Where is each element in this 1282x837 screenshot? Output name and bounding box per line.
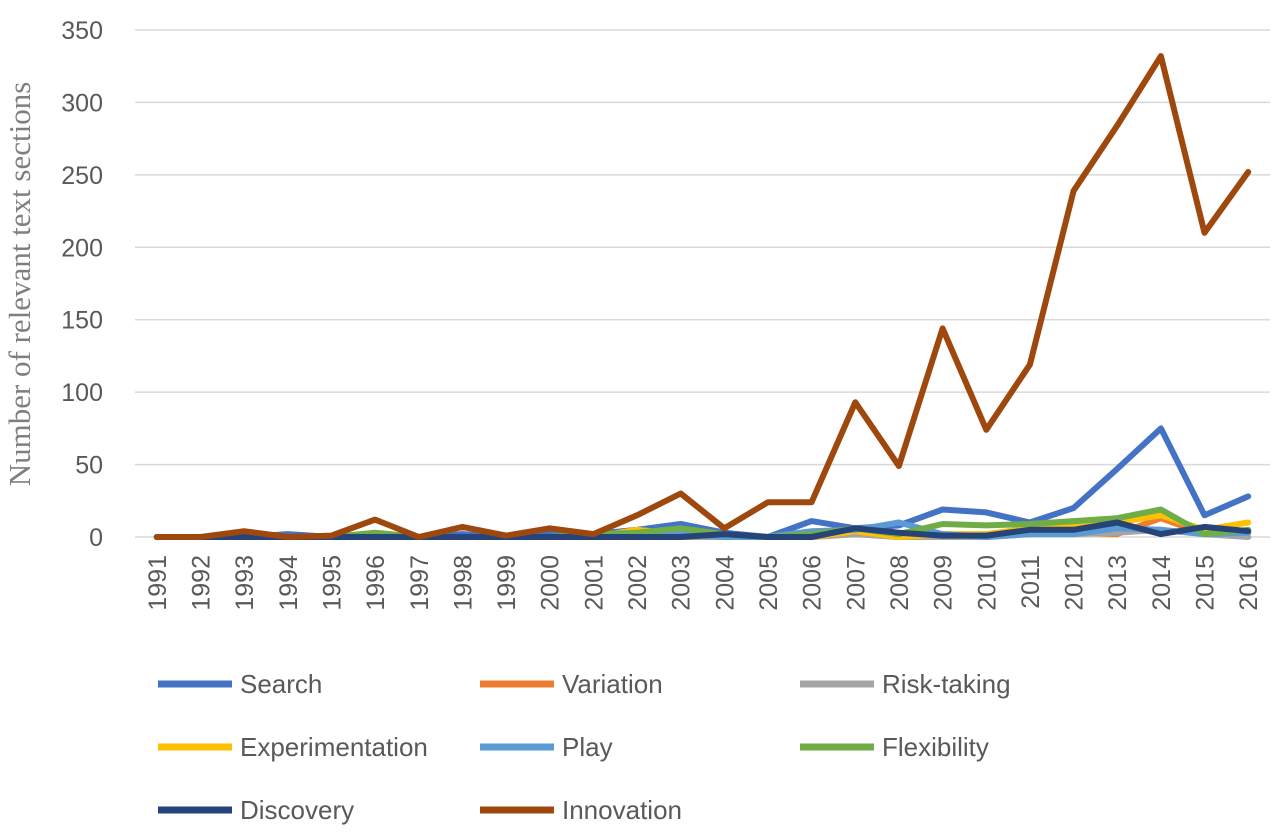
x-tick-label: 2003 — [668, 555, 696, 611]
x-axis-tick-labels: 1991 1992 1993 1994 1995 1996 1997 1998 1999 2000… — [144, 555, 1263, 611]
x-tick-label: 1992 — [187, 555, 215, 611]
legend-item-search: Search — [158, 669, 322, 699]
y-axis-tick-labels: 0 50 100 150 200 250 300 350 — [61, 17, 103, 552]
x-tick-label: 1995 — [318, 555, 346, 611]
legend-item-experimentation: Experimentation — [158, 732, 428, 762]
x-tick-label: 2008 — [886, 555, 914, 611]
y-tick-label: 50 — [75, 452, 103, 480]
x-tick-label: 2012 — [1061, 555, 1089, 611]
y-tick-label: 250 — [61, 162, 103, 190]
legend-label: Risk-taking — [882, 669, 1011, 699]
series-line-discovery — [153, 519, 1252, 540]
x-tick-label: 2010 — [973, 555, 1001, 611]
legend-item-discovery: Discovery — [158, 795, 354, 825]
x-tick-label: 2013 — [1104, 555, 1132, 611]
legend-item-variation: Variation — [480, 669, 663, 699]
legend-item-risk-taking: Risk-taking — [800, 669, 1011, 699]
x-tick-label: 2005 — [755, 555, 783, 611]
legend-label: Innovation — [562, 795, 682, 825]
series-lines — [153, 53, 1252, 540]
legend-label: Flexibility — [882, 732, 989, 762]
legend-item-innovation: Innovation — [480, 795, 682, 825]
y-tick-label: 0 — [89, 524, 103, 552]
gridlines — [135, 29, 1270, 538]
y-tick-label: 150 — [61, 307, 103, 335]
x-tick-label: 1998 — [449, 555, 477, 611]
x-tick-label: 2015 — [1192, 555, 1220, 611]
legend-label: Search — [240, 669, 322, 699]
x-tick-label: 2001 — [580, 555, 608, 611]
x-tick-label: 1991 — [144, 555, 172, 611]
x-tick-label: 2002 — [624, 555, 652, 611]
y-tick-label: 100 — [61, 379, 103, 407]
y-tick-label: 350 — [61, 17, 103, 45]
x-tick-label: 1993 — [231, 555, 259, 611]
series-line-innovation — [153, 53, 1252, 540]
x-tick-label: 2004 — [711, 555, 739, 611]
x-tick-label: 2016 — [1235, 555, 1263, 611]
y-tick-label: 300 — [61, 89, 103, 117]
legend-label: Experimentation — [240, 732, 428, 762]
legend-label: Play — [562, 732, 613, 762]
x-tick-label: 2006 — [799, 555, 827, 611]
x-tick-label: 1996 — [362, 555, 390, 611]
legend-label: Discovery — [240, 795, 354, 825]
x-tick-label: 2014 — [1148, 555, 1176, 611]
y-axis-title: Number of relevant text sections — [2, 82, 37, 487]
x-tick-label: 2009 — [930, 555, 958, 611]
x-tick-label: 2000 — [537, 555, 565, 611]
legend-item-play: Play — [480, 732, 613, 762]
legend-item-flexibility: Flexibility — [800, 732, 989, 762]
x-tick-label: 1997 — [406, 555, 434, 611]
legend: Search Variation Risk-taking Experimentatio… — [158, 669, 1011, 825]
x-tick-label: 1999 — [493, 555, 521, 611]
x-tick-label: 2011 — [1017, 555, 1045, 609]
legend-label: Variation — [562, 669, 663, 699]
x-tick-label: 1994 — [275, 555, 303, 611]
y-tick-label: 200 — [61, 234, 103, 262]
x-tick-label: 2007 — [842, 555, 870, 611]
